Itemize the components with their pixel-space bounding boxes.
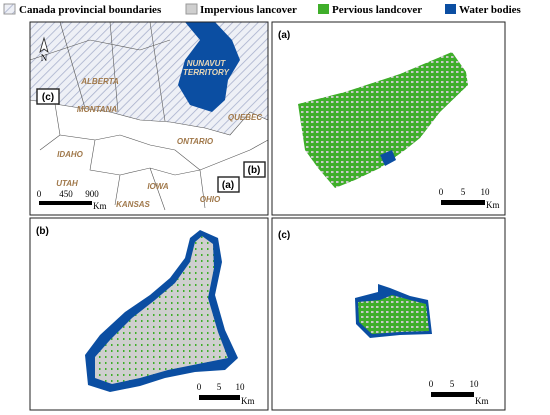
state-boundary	[39, 103, 269, 211]
panel-c: (c) 0 5 10 Km	[271, 217, 506, 411]
water-body	[380, 150, 396, 166]
study-box	[217, 176, 240, 193]
scale-label: 450	[59, 189, 73, 199]
legend-swatch	[185, 3, 198, 15]
scale-label: 10	[470, 379, 480, 389]
scale-background	[33, 188, 103, 212]
scale-label: 0	[37, 189, 42, 199]
box-label: (a)	[222, 180, 234, 191]
north-label: N	[41, 53, 48, 63]
scale-bar	[39, 201, 92, 205]
scale-unit: Km	[486, 200, 500, 210]
place-label: ALBERTA	[80, 77, 119, 86]
scale-label: 5	[217, 382, 222, 392]
legend-swatch	[318, 4, 329, 14]
scale-label: 0	[439, 187, 444, 197]
scale-unit: Km	[93, 201, 107, 211]
panel-label: (a)	[278, 30, 290, 41]
scale-bar	[441, 200, 485, 205]
scale-bar	[199, 395, 240, 400]
place-label: IOWA	[147, 182, 169, 191]
scale-label: 0	[197, 382, 202, 392]
study-box	[36, 88, 60, 105]
hudson-bay	[178, 22, 240, 112]
place-label: OHIO	[200, 195, 221, 204]
north-arrow: N	[39, 36, 49, 63]
legend-swatch	[3, 3, 16, 15]
legend-label: Canada provincial boundaries	[19, 4, 162, 16]
panel-frame	[271, 21, 506, 216]
locator-map: N ALBERTA NUNAVUT TERRITORY QUEBEC ONTAR…	[29, 21, 269, 216]
city-area	[95, 236, 228, 384]
legend-swatch	[445, 4, 456, 14]
study-box	[243, 161, 266, 178]
panel-a: (a) 0 5 10 Km	[271, 21, 506, 216]
place-label: KANSAS	[116, 200, 150, 209]
panel-label: (b)	[36, 226, 49, 237]
place-label: MONTANA	[77, 105, 118, 114]
legend-label: Impervious lancover	[200, 4, 297, 16]
panel-label: (c)	[278, 230, 290, 241]
scale-label: 0	[429, 379, 434, 389]
scale-label: 5	[461, 187, 466, 197]
panel-frame	[29, 21, 269, 216]
place-label: IDAHO	[57, 150, 84, 159]
panel-frame	[271, 217, 506, 411]
legend-label: Water bodies	[459, 4, 522, 16]
province-boundary	[29, 21, 171, 122]
legend-label: Pervious landcover	[332, 4, 422, 16]
place-label: QUEBEC	[228, 113, 262, 122]
scale-label: 10	[236, 382, 246, 392]
scale-unit: Km	[241, 396, 255, 406]
scale-unit: Km	[475, 396, 489, 406]
box-label: (b)	[248, 165, 261, 176]
place-label: TERRITORY	[183, 68, 230, 77]
city-area	[358, 295, 429, 334]
scale-bar	[431, 392, 474, 397]
panel-frame	[29, 217, 269, 411]
legend: Canada provincial boundaries Impervious …	[3, 3, 522, 16]
scale-label: 10	[481, 187, 491, 197]
place-label: UTAH	[56, 179, 78, 188]
scale-label: 900	[85, 189, 99, 199]
city-area	[298, 52, 468, 188]
scale-label: 5	[450, 379, 455, 389]
place-label: ONTARIO	[177, 137, 214, 146]
box-label: (c)	[42, 92, 54, 103]
panel-b: (b) 0 5 10 Km	[29, 217, 269, 411]
place-label: NUNAVUT	[187, 59, 227, 68]
